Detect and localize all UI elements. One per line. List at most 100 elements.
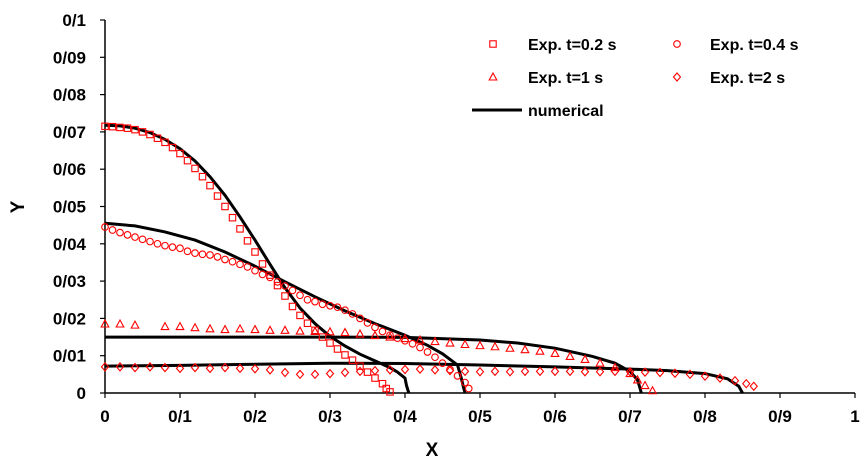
data-point-diamond [190, 362, 200, 373]
data-point-square [138, 128, 147, 136]
data-point-square [348, 356, 357, 364]
x-axis-title: X [426, 440, 439, 461]
data-point-circle [273, 277, 282, 286]
data-point-triangle [100, 318, 110, 328]
data-point-diamond [385, 365, 395, 375]
data-point-square [251, 248, 259, 256]
legend-symbol-circle [673, 40, 681, 48]
data-point-circle [146, 237, 154, 246]
data-point-circle [221, 255, 229, 264]
data-point-diamond [655, 367, 665, 378]
data-point-diamond [520, 366, 530, 377]
data-point-circle [258, 270, 267, 279]
data-point-diamond [490, 366, 500, 377]
data-point-circle [333, 303, 342, 312]
data-point-circle [123, 230, 132, 239]
data-point-triangle [535, 346, 545, 355]
data-point-diamond [160, 362, 170, 373]
data-point-square [258, 260, 267, 268]
data-point-diamond [295, 369, 305, 380]
data-point-triangle [190, 322, 200, 332]
data-point-diamond [370, 365, 380, 376]
data-point-diamond [550, 366, 560, 377]
data-point-diamond [175, 363, 185, 374]
data-point-triangle [520, 344, 530, 354]
data-point-diamond [100, 362, 110, 372]
data-point-diamond [205, 363, 215, 374]
data-point-circle [101, 223, 109, 231]
data-point-triangle [475, 340, 485, 350]
data-point-triangle [490, 341, 500, 351]
data-point-square [146, 130, 154, 139]
data-point-triangle [220, 324, 230, 334]
data-point-square [371, 374, 379, 382]
y-tick-label: 0/03 [53, 272, 86, 291]
data-point-triangle [205, 323, 215, 333]
data-point-diamond [580, 366, 590, 377]
data-point-circle [116, 228, 124, 237]
data-point-triangle [175, 321, 185, 331]
data-point-square [123, 124, 132, 132]
data-point-diamond [430, 365, 440, 375]
data-point-circle [464, 384, 473, 393]
legend-symbol-square [489, 40, 497, 48]
data-point-circle [303, 295, 312, 304]
x-tick-label: 0/7 [618, 407, 642, 426]
data-point-diamond [535, 366, 545, 377]
data-point-circle [378, 327, 387, 336]
y-axis-title: Y [8, 200, 29, 213]
data-point-circle [251, 266, 259, 275]
data-point-triangle [295, 325, 305, 335]
legend-label: Exp. t=2 s [710, 70, 785, 87]
legend-symbol-diamond [672, 72, 682, 82]
data-point-triangle [115, 318, 125, 328]
data-point-diamond [715, 373, 725, 383]
data-point-square [363, 368, 372, 376]
data-point-square [356, 362, 364, 370]
data-point-diamond [565, 366, 575, 377]
data-point-circle [318, 300, 327, 309]
y-tick-label: 0/05 [53, 198, 86, 217]
data-point-diamond [700, 371, 710, 382]
data-point-circle [266, 273, 274, 282]
data-point-circle [438, 359, 447, 368]
legend: Exp. t=0.2 s Exp. t=0.4 s Exp. t=1 s Exp. t… [472, 37, 799, 120]
data-point-circle [191, 249, 199, 257]
data-point-triangle [580, 354, 590, 363]
data-point-diamond [595, 366, 605, 377]
data-point-square [198, 172, 207, 181]
data-point-circle [356, 314, 364, 323]
data-point-circle [243, 263, 252, 271]
data-point-diamond [445, 365, 455, 376]
legend-label: Exp. t=0.4 s [710, 37, 799, 54]
x-tick-label: 0 [100, 407, 109, 426]
data-point-triangle [280, 325, 290, 334]
data-point-circle [206, 251, 214, 259]
data-point-circle [423, 348, 432, 356]
data-point-triangle [505, 343, 515, 352]
data-point-triangle [160, 321, 170, 331]
data-point-square [341, 351, 349, 359]
data-point-square [221, 202, 229, 211]
data-point-diamond [730, 375, 740, 386]
data-point-diamond [475, 366, 485, 377]
data-point-circle [198, 250, 207, 259]
data-point-triangle [595, 358, 605, 367]
data-point-triangle [340, 327, 350, 337]
data-point-square [213, 192, 222, 200]
data-point-square [296, 311, 304, 320]
data-point-diamond [625, 366, 635, 377]
data-point-diamond [250, 363, 260, 374]
data-point-circle [176, 244, 184, 253]
data-point-diamond [340, 367, 350, 378]
data-point-triangle [460, 339, 470, 349]
data-point-diamond [355, 366, 365, 377]
data-point-circle [431, 353, 439, 362]
legend-symbol-triangle [488, 71, 498, 81]
data-point-square [326, 339, 334, 347]
data-point-diamond [670, 368, 680, 379]
data-point-square [206, 181, 214, 190]
legend-label: Exp. t=1 s [528, 70, 603, 87]
data-point-diamond [310, 369, 320, 380]
data-point-diamond [460, 366, 470, 377]
